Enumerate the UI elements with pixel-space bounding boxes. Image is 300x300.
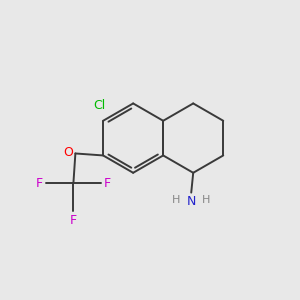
Text: Cl: Cl bbox=[93, 99, 105, 112]
Text: F: F bbox=[36, 177, 43, 190]
Text: H: H bbox=[202, 195, 211, 205]
Text: F: F bbox=[104, 177, 111, 190]
Text: H: H bbox=[172, 195, 180, 205]
Text: O: O bbox=[64, 146, 74, 159]
Text: F: F bbox=[70, 214, 77, 227]
Text: N: N bbox=[187, 195, 196, 208]
